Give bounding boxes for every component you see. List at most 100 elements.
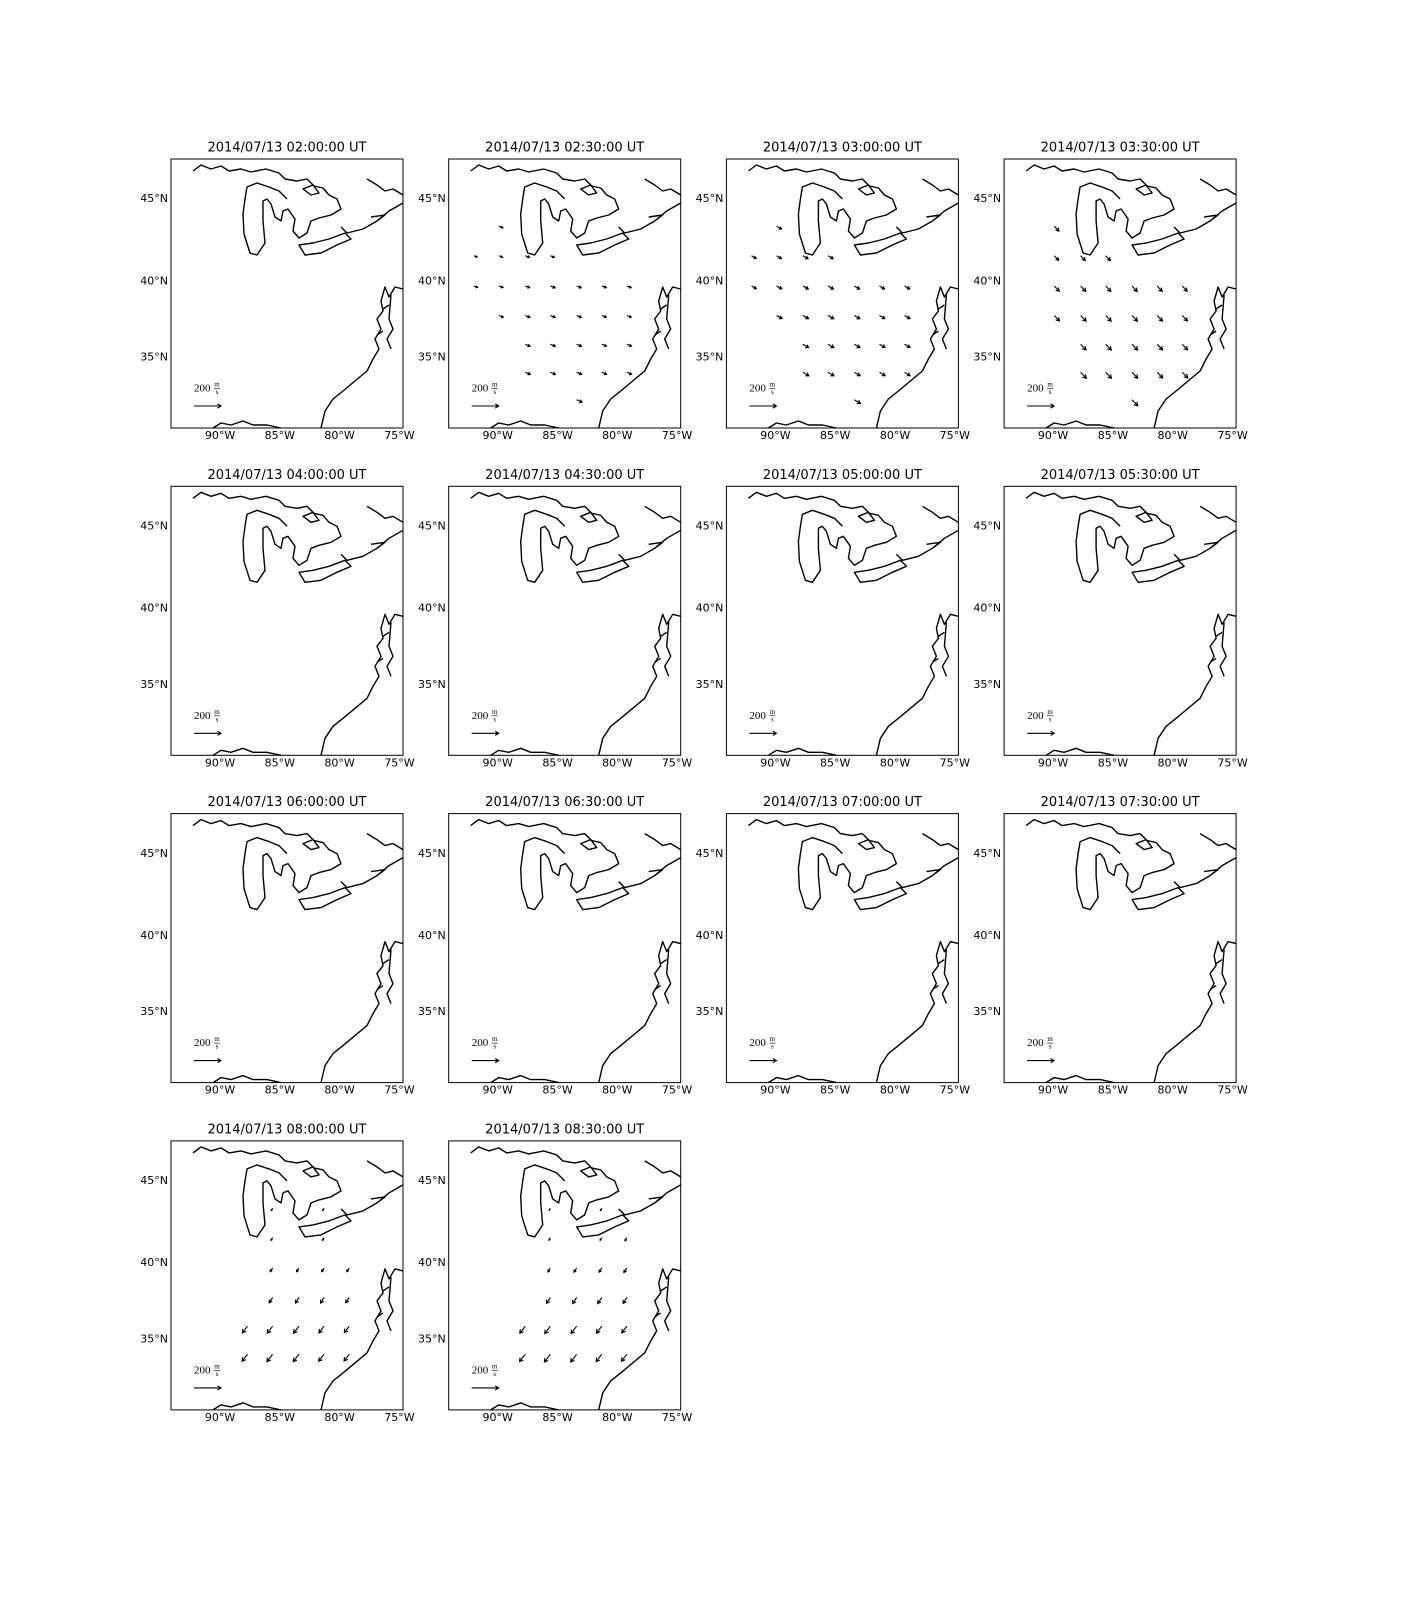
wind-vector xyxy=(1156,315,1164,322)
key-unit-bottom: s xyxy=(216,1370,219,1378)
map-panel: 2014/07/13 04:30:00 UT 90°W 85°W 80°W 75°W 35… xyxy=(418,468,692,770)
wind-vector xyxy=(576,343,583,348)
x-tick-label: 80°W xyxy=(1158,756,1188,769)
wind-vector xyxy=(1080,315,1087,322)
y-tick-label: 35°N xyxy=(140,1005,168,1018)
key-label: 200 xyxy=(472,1037,489,1049)
wind-vector xyxy=(1131,371,1139,380)
map-frame xyxy=(1003,813,1237,1084)
y-tick-label: 45°N xyxy=(418,1174,446,1187)
x-tick-label: 90°W xyxy=(483,756,513,769)
x-tick-label: 85°W xyxy=(265,1411,295,1424)
wind-vector xyxy=(525,343,532,348)
wind-vector xyxy=(626,285,633,289)
map-panel: 2014/07/13 05:00:00 UT 90°W 85°W 80°W 75°W 35… xyxy=(696,468,970,770)
x-tick-label: 85°W xyxy=(265,1084,295,1097)
x-tick-label: 85°W xyxy=(542,1084,572,1097)
wind-vector xyxy=(827,371,835,377)
x-tick-label: 90°W xyxy=(205,756,235,769)
y-tick-label: 45°N xyxy=(696,192,724,205)
x-tick-label: 75°W xyxy=(662,429,692,442)
key-unit-top: m xyxy=(214,708,220,716)
y-tick-label: 40°N xyxy=(418,1256,446,1269)
wind-vector xyxy=(498,314,505,319)
key-label: 200 xyxy=(194,710,211,722)
wind-vector xyxy=(601,285,608,289)
x-tick-label: 85°W xyxy=(542,756,572,769)
x-tick-label: 75°W xyxy=(1217,756,1247,769)
key-label: 200 xyxy=(194,1364,211,1376)
wind-vector xyxy=(270,1237,274,1242)
coastline xyxy=(1025,164,1237,429)
wind-vector xyxy=(751,285,758,290)
wind-vector xyxy=(599,1237,603,1242)
wind-vector xyxy=(1080,255,1086,262)
map-panel: 2014/07/13 05:30:00 UT 90°W 85°W 80°W 75°W 35… xyxy=(973,468,1247,770)
wind-vector xyxy=(525,314,531,319)
coastline xyxy=(470,818,682,1084)
key-arrow xyxy=(471,1058,500,1064)
coastline xyxy=(1025,818,1237,1084)
x-tick-label: 80°W xyxy=(324,429,354,442)
coastline xyxy=(747,491,960,756)
map-panel: 2014/07/13 06:30:00 UT 90°W 85°W 80°W 75°W 35… xyxy=(418,795,692,1097)
wind-vector xyxy=(904,285,911,290)
x-tick-label: 85°W xyxy=(542,429,572,442)
x-tick-label: 75°W xyxy=(662,756,692,769)
panel-title: 2014/07/13 03:00:00 UT xyxy=(763,141,922,156)
wind-vector xyxy=(550,255,556,259)
map-frame xyxy=(725,813,959,1084)
wind-vector xyxy=(525,285,531,289)
wind-vector xyxy=(1156,343,1164,351)
map-frame xyxy=(1003,158,1237,429)
panel-title: 2014/07/13 08:30:00 UT xyxy=(485,1122,644,1137)
coastline xyxy=(470,491,682,756)
map-frame xyxy=(448,1140,682,1411)
wind-vector xyxy=(802,255,809,260)
wind-vector xyxy=(776,315,783,320)
y-tick-label: 35°N xyxy=(140,351,168,364)
key-arrow xyxy=(1027,730,1056,736)
x-tick-label: 80°W xyxy=(1158,1084,1188,1097)
x-tick-label: 90°W xyxy=(205,1411,235,1424)
wind-vector xyxy=(879,343,886,349)
wind-vector xyxy=(294,1297,300,1304)
wind-vector xyxy=(621,1325,628,1334)
key-arrow xyxy=(194,1058,223,1064)
y-tick-label: 35°N xyxy=(696,351,724,364)
wind-vector xyxy=(1131,315,1139,322)
x-tick-label: 75°W xyxy=(384,429,414,442)
x-tick-label: 85°W xyxy=(265,429,295,442)
x-tick-label: 90°W xyxy=(1038,756,1068,769)
wind-vector xyxy=(525,255,531,259)
wind-vector xyxy=(1080,285,1087,293)
wind-vector xyxy=(346,1267,350,1273)
coastline xyxy=(747,818,960,1084)
key-arrow xyxy=(749,403,778,409)
map-panel: 2014/07/13 04:00:00 UT 90°W 85°W 80°W 75°W 35… xyxy=(140,468,414,770)
wind-vector xyxy=(854,285,861,290)
y-tick-label: 40°N xyxy=(140,929,168,942)
key-arrow xyxy=(1027,403,1056,409)
wind-vector xyxy=(601,314,608,319)
wind-vector xyxy=(599,1207,603,1212)
key-arrow xyxy=(749,730,778,736)
x-tick-label: 85°W xyxy=(820,1084,850,1097)
x-tick-label: 75°W xyxy=(1217,1084,1247,1097)
key-unit-bottom: s xyxy=(216,388,219,396)
y-tick-label: 40°N xyxy=(973,274,1001,287)
map-panel: 2014/07/13 03:30:00 UT 90°W 85°W 80°W 75°W 35… xyxy=(973,141,1247,443)
key-unit-top: m xyxy=(492,708,498,716)
coastline xyxy=(747,164,960,429)
key-unit-bottom: s xyxy=(493,715,496,723)
wind-vector xyxy=(1053,315,1061,322)
y-tick-label: 35°N xyxy=(973,351,1001,364)
y-tick-label: 45°N xyxy=(140,192,168,205)
wind-vector xyxy=(904,315,911,320)
map-frame xyxy=(170,485,404,756)
x-tick-label: 75°W xyxy=(384,756,414,769)
y-tick-label: 45°N xyxy=(418,519,446,532)
map-frame xyxy=(170,813,404,1084)
y-tick-label: 35°N xyxy=(140,678,168,691)
